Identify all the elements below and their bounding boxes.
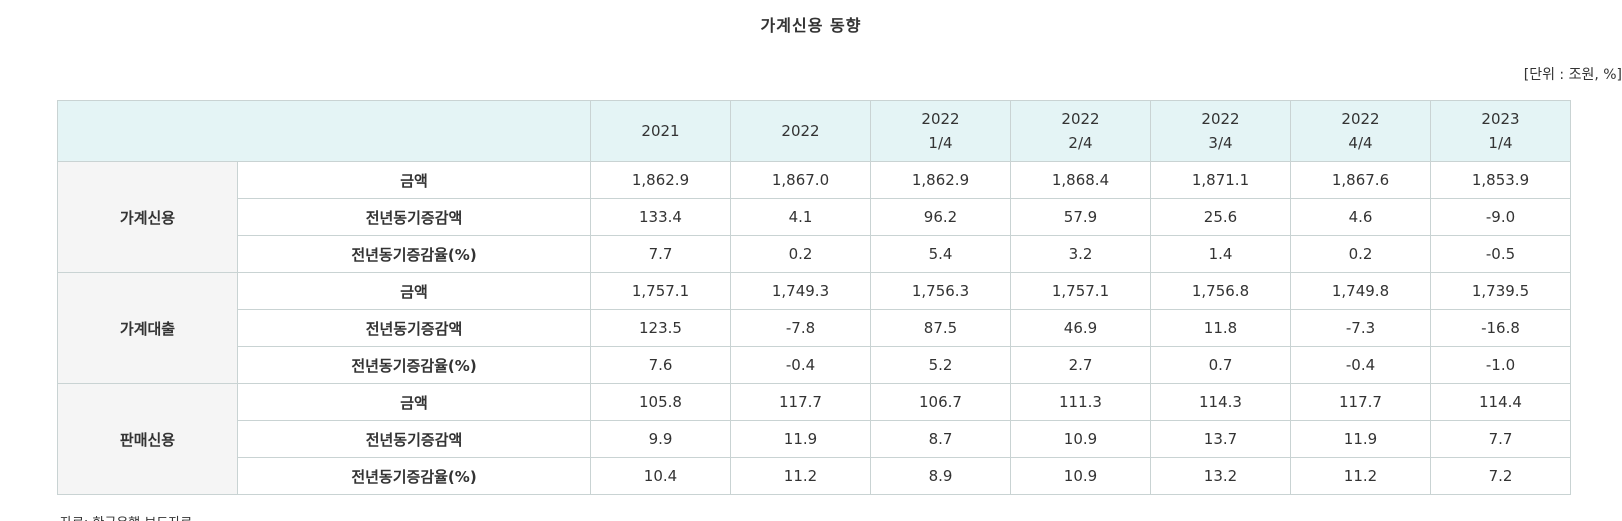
table-cell: 1,749.8 (1290, 272, 1431, 310)
table-cell: 0.2 (730, 235, 871, 273)
row-metric-label: 금액 (237, 383, 591, 421)
table-cell: -9.0 (1430, 198, 1571, 236)
table-row: 전년동기증감액 123.5 -7.8 87.5 46.9 11.8 -7.3 -16.8 (58, 309, 1571, 347)
row-group-label: 판매신용 (57, 383, 238, 495)
column-header: 2022 (730, 100, 871, 162)
table-cell: 11.2 (730, 457, 871, 495)
table-cell: 7.7 (1430, 420, 1571, 458)
table-cell: 1,871.1 (1150, 161, 1291, 199)
table-cell: 57.9 (1010, 198, 1151, 236)
table-cell: -7.3 (1290, 309, 1431, 347)
table-row: 판매신용 금액 105.8 117.7 106.7 111.3 114.3 117.7 114.… (57, 383, 1571, 495)
row-metric-label: 전년동기증감율(%) (237, 346, 591, 384)
source-footnote: 자료: 한국은행 보도자료 (60, 512, 192, 521)
table-cell: 1,756.3 (870, 272, 1011, 310)
table-row: 가계신용 금액 1,862.9 1,867.0 1,862.9 1,868.4 1,871.… (57, 161, 1571, 273)
table-cell: 25.6 (1150, 198, 1291, 236)
column-header: 2022 3/4 (1150, 100, 1291, 162)
table-cell: 7.6 (590, 346, 731, 384)
row-metric-label: 전년동기증감액 (237, 198, 591, 236)
column-header: 2022 2/4 (1010, 100, 1151, 162)
table-cell: 133.4 (590, 198, 731, 236)
household-credit-table: 2021 2022 2022 1/4 2022 2/4 2022 3/4 2022 4/… (57, 100, 1571, 495)
table-cell: 5.2 (870, 346, 1011, 384)
row-metric-label: 금액 (237, 161, 591, 199)
table-cell: 13.2 (1150, 457, 1291, 495)
table-cell: 0.7 (1150, 346, 1291, 384)
column-header: 2023 1/4 (1430, 100, 1571, 162)
table-cell: 1,862.9 (870, 161, 1011, 199)
column-header: 2022 4/4 (1290, 100, 1431, 162)
table-cell: -7.8 (730, 309, 871, 347)
column-header: 2021 (590, 100, 731, 162)
table-cell: 5.4 (870, 235, 1011, 273)
table-cell: 1,853.9 (1430, 161, 1571, 199)
unit-label: [단위 : 조원, %] (1523, 67, 1622, 83)
row-metric-label: 전년동기증감액 (237, 420, 591, 458)
row-group-label: 가계대출 (57, 272, 238, 384)
page-title: 가계신용 동향 (760, 16, 862, 35)
table-cell: 96.2 (870, 198, 1011, 236)
table-cell: 7.2 (1430, 457, 1571, 495)
table-cell: 0.2 (1290, 235, 1431, 273)
table-cell: 4.1 (730, 198, 871, 236)
table-row: 전년동기증감율(%) 7.6 -0.4 5.2 2.7 0.7 -0.4 -1.0 (58, 346, 1571, 384)
table-cell: 1,756.8 (1150, 272, 1291, 310)
table-cell: 9.9 (590, 420, 731, 458)
table-cell: 1.4 (1150, 235, 1291, 273)
table-cell: 1,749.3 (730, 272, 871, 310)
table-row: 가계대출 금액 1,757.1 1,749.3 1,756.3 1,757.1 1,756.… (57, 272, 1571, 384)
table-cell: 8.9 (870, 457, 1011, 495)
table-cell: 13.7 (1150, 420, 1291, 458)
table-cell: -1.0 (1430, 346, 1571, 384)
table-cell: -0.5 (1430, 235, 1571, 273)
column-header: 2022 1/4 (870, 100, 1011, 162)
table-cell: 3.2 (1010, 235, 1151, 273)
header-blank-cell (57, 100, 591, 162)
row-metric-label: 전년동기증감액 (237, 309, 591, 347)
table-cell: 117.7 (1290, 383, 1431, 421)
table-cell: 10.4 (590, 457, 731, 495)
table-cell: -16.8 (1430, 309, 1571, 347)
table-cell: 117.7 (730, 383, 871, 421)
table-cell: 1,868.4 (1010, 161, 1151, 199)
table-cell: 87.5 (870, 309, 1011, 347)
table-cell: -0.4 (730, 346, 871, 384)
table-cell: 1,757.1 (1010, 272, 1151, 310)
table-body: 가계신용 금액 1,862.9 1,867.0 1,862.9 1,868.4 1,871.… (57, 161, 1571, 495)
table-cell: 1,862.9 (590, 161, 731, 199)
table-cell: 1,867.0 (730, 161, 871, 199)
table-cell: 106.7 (870, 383, 1011, 421)
table-cell: 8.7 (870, 420, 1011, 458)
table-cell: 11.2 (1290, 457, 1431, 495)
table-cell: 10.9 (1010, 420, 1151, 458)
table-row: 전년동기증감액 9.9 11.9 8.7 10.9 13.7 11.9 7.7 (58, 420, 1571, 458)
row-group-label: 가계신용 (57, 161, 238, 273)
table-row: 전년동기증감액 133.4 4.1 96.2 57.9 25.6 4.6 -9.0 (58, 198, 1571, 236)
table-cell: 1,867.6 (1290, 161, 1431, 199)
row-metric-label: 금액 (237, 272, 591, 310)
table-row: 전년동기증감율(%) 7.7 0.2 5.4 3.2 1.4 0.2 -0.5 (58, 235, 1571, 273)
table-cell: 10.9 (1010, 457, 1151, 495)
row-metric-label: 전년동기증감율(%) (237, 235, 591, 273)
table-cell: 1,739.5 (1430, 272, 1571, 310)
table-cell: 1,757.1 (590, 272, 731, 310)
table-cell: 111.3 (1010, 383, 1151, 421)
table-cell: 4.6 (1290, 198, 1431, 236)
table-row: 전년동기증감율(%) 10.4 11.2 8.9 10.9 13.2 11.2 7.2 (58, 457, 1571, 495)
table-cell: 105.8 (590, 383, 731, 421)
table-cell: 11.9 (730, 420, 871, 458)
table-cell: 11.9 (1290, 420, 1431, 458)
table-cell: -0.4 (1290, 346, 1431, 384)
table-cell: 123.5 (590, 309, 731, 347)
row-metric-label: 전년동기증감율(%) (237, 457, 591, 495)
table-cell: 46.9 (1010, 309, 1151, 347)
table-cell: 114.3 (1150, 383, 1291, 421)
table-cell: 11.8 (1150, 309, 1291, 347)
table-cell: 7.7 (590, 235, 731, 273)
table-cell: 114.4 (1430, 383, 1571, 421)
table-cell: 2.7 (1010, 346, 1151, 384)
table-header-row: 2021 2022 2022 1/4 2022 2/4 2022 3/4 2022 4/… (57, 100, 1571, 162)
